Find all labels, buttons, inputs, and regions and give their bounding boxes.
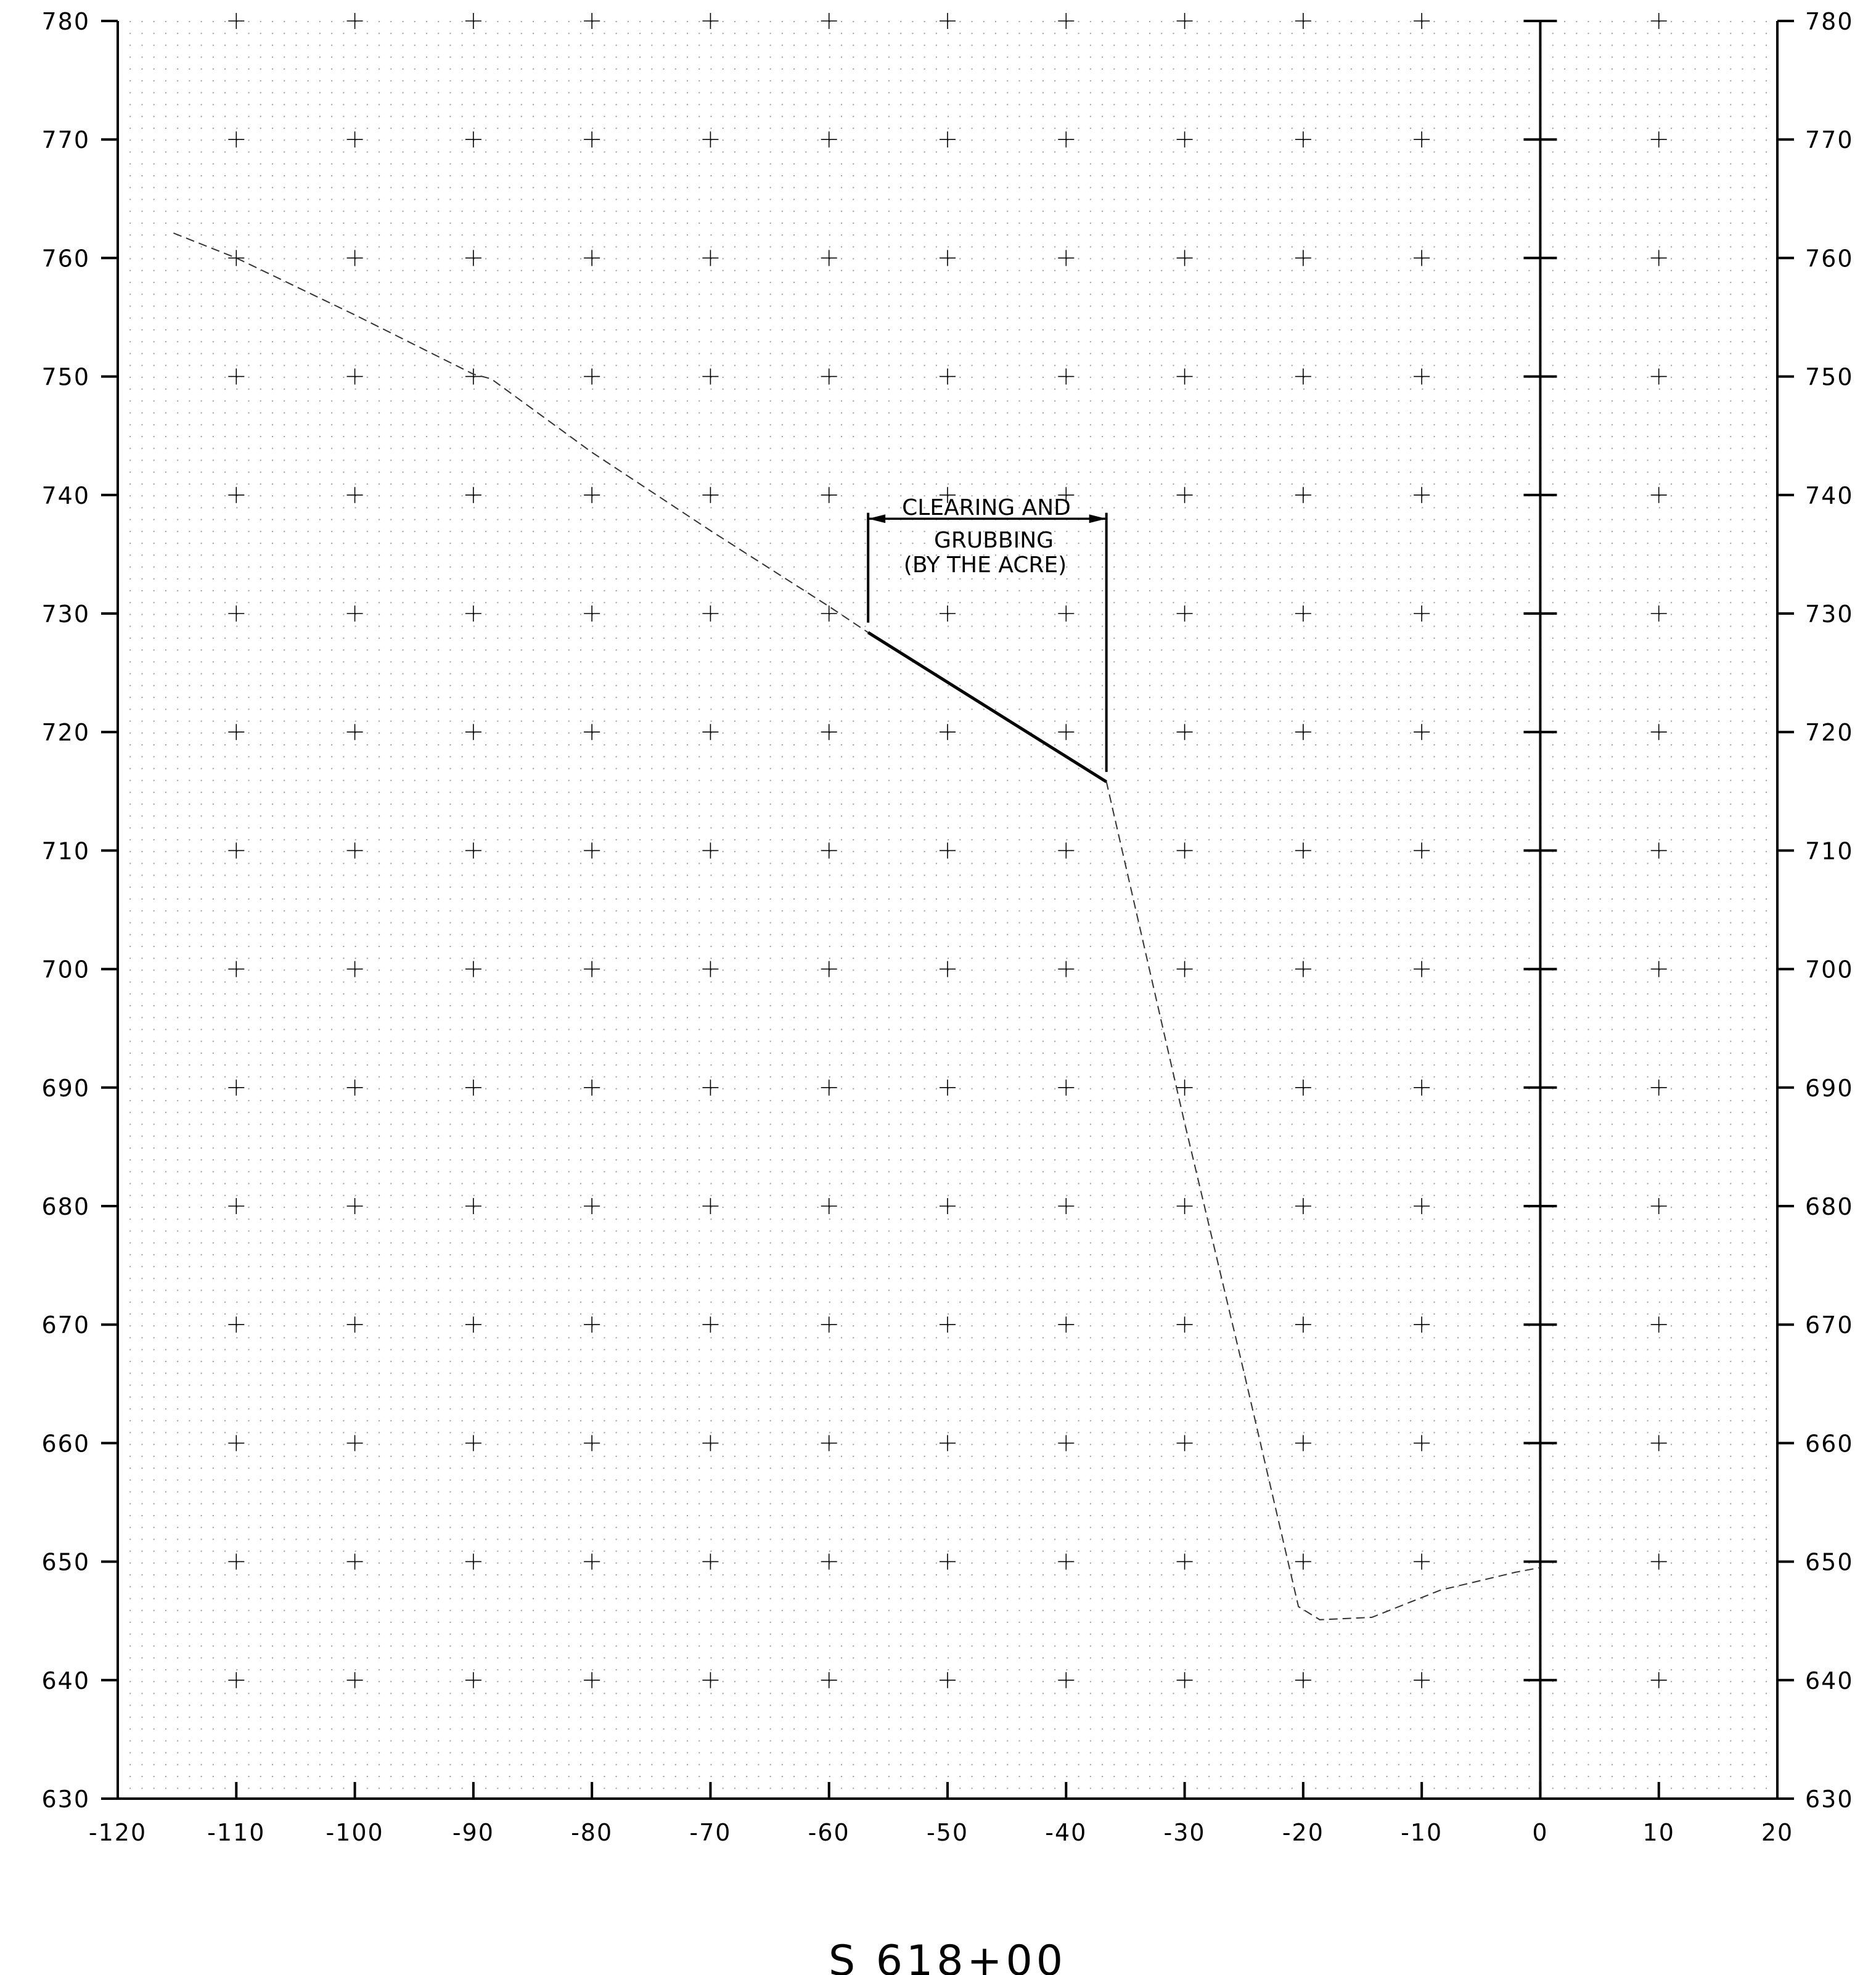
- left-y-tick-label: 750: [41, 364, 90, 391]
- right-y-tick-label: 660: [1805, 1430, 1854, 1457]
- x-tick-label: -90: [453, 1819, 494, 1846]
- tick-labels: 630 630 640 640 650 650 660 660 670 670 680 680 690 6…: [41, 8, 1854, 1846]
- right-y-tick-label: 650: [1805, 1549, 1854, 1576]
- right-y-tick-label: 770: [1805, 126, 1854, 154]
- existing-ground-profile: [173, 232, 1541, 1620]
- existing-ground-line: [173, 232, 1541, 1620]
- left-y-tick-label: 780: [41, 8, 90, 35]
- left-y-tick-label: 710: [41, 837, 90, 864]
- left-y-tick-label: 730: [41, 601, 90, 628]
- plus-marker-grid: [228, 13, 1667, 1688]
- annotation-line-2: GRUBBING: [934, 528, 1054, 553]
- right-y-tick-label: 730: [1805, 601, 1854, 628]
- x-tick-label: -10: [1401, 1819, 1443, 1846]
- dotted-grid-background: [118, 21, 1777, 1799]
- left-y-tick-label: 650: [41, 1549, 90, 1576]
- annotation-line-3: (BY THE ACRE): [904, 552, 1067, 578]
- dimension-arrowhead-left: [868, 514, 886, 524]
- clearing-limit-slope-line: [867, 631, 1107, 784]
- x-tick-label: -120: [89, 1819, 147, 1846]
- clearing-and-grubbing-limit: [867, 512, 1108, 784]
- annotation-line-1: CLEARING AND: [902, 495, 1071, 520]
- dimension-arrowhead-right: [1089, 514, 1107, 524]
- x-tick-label: 10: [1643, 1819, 1675, 1846]
- right-y-tick-label: 740: [1805, 482, 1854, 509]
- right-y-tick-label: 670: [1805, 1312, 1854, 1339]
- left-y-tick-label: 700: [41, 956, 90, 983]
- left-y-tick-label: 630: [41, 1786, 90, 1813]
- right-y-tick-label: 700: [1805, 956, 1854, 983]
- left-y-tick-label: 760: [41, 245, 90, 272]
- axis-ticks: [101, 20, 1794, 1800]
- station-label: S 618+00: [829, 1937, 1067, 1975]
- left-y-tick-label: 720: [41, 719, 90, 746]
- right-y-tick-label: 780: [1805, 8, 1854, 35]
- left-y-tick-label: 740: [41, 482, 90, 509]
- right-y-tick-label: 760: [1805, 245, 1854, 272]
- x-tick-label: 0: [1532, 1819, 1548, 1846]
- right-y-tick-label: 720: [1805, 719, 1854, 746]
- x-tick-label: -50: [927, 1819, 969, 1846]
- right-y-tick-label: 640: [1805, 1667, 1854, 1694]
- x-tick-label: -30: [1164, 1819, 1206, 1846]
- right-y-tick-label: 680: [1805, 1193, 1854, 1220]
- x-tick-label: -80: [571, 1819, 613, 1846]
- x-tick-label: -70: [689, 1819, 731, 1846]
- right-y-tick-label: 690: [1805, 1075, 1854, 1102]
- left-y-tick-label: 670: [41, 1312, 90, 1339]
- left-y-tick-label: 680: [41, 1193, 90, 1220]
- left-y-tick-label: 690: [41, 1075, 90, 1102]
- clearing-annotation: CLEARING AND GRUBBING (BY THE ACRE): [902, 495, 1071, 578]
- left-y-tick-label: 640: [41, 1667, 90, 1694]
- x-tick-label: -40: [1045, 1819, 1087, 1846]
- right-y-tick-label: 710: [1805, 837, 1854, 864]
- right-y-tick-label: 750: [1805, 364, 1854, 391]
- x-tick-label: -60: [808, 1819, 850, 1846]
- x-tick-label: -20: [1282, 1819, 1324, 1846]
- x-tick-label: 20: [1761, 1819, 1793, 1846]
- left-y-tick-label: 660: [41, 1430, 90, 1457]
- x-tick-label: -100: [326, 1819, 383, 1846]
- left-y-tick-label: 770: [41, 126, 90, 154]
- x-tick-label: -110: [207, 1819, 265, 1846]
- right-y-tick-label: 630: [1805, 1786, 1854, 1813]
